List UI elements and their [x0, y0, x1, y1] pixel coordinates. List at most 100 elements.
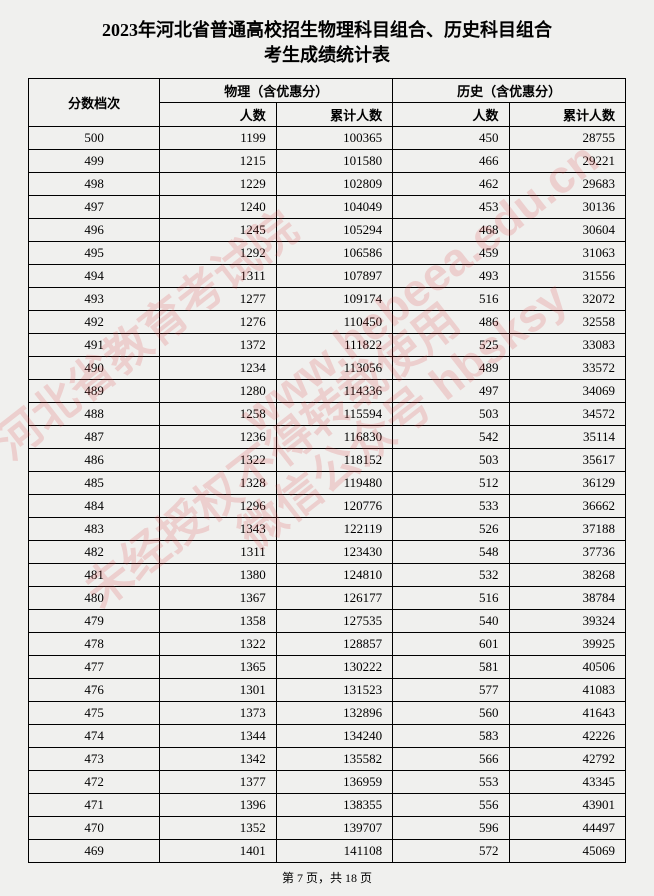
cell-physics-count: 1311: [160, 265, 276, 288]
cell-score: 473: [29, 748, 160, 771]
cell-score: 491: [29, 334, 160, 357]
cell-history-count: 601: [393, 633, 509, 656]
table-row: 497124010404945330136: [29, 196, 626, 219]
cell-history-count: 572: [393, 840, 509, 863]
cell-history-count: 581: [393, 656, 509, 679]
cell-history-cum: 42226: [509, 725, 625, 748]
cell-physics-count: 1377: [160, 771, 276, 794]
cell-physics-cum: 102809: [276, 173, 392, 196]
cell-history-cum: 41643: [509, 702, 625, 725]
cell-history-count: 516: [393, 288, 509, 311]
cell-history-count: 486: [393, 311, 509, 334]
cell-physics-cum: 120776: [276, 495, 392, 518]
cell-physics-count: 1199: [160, 127, 276, 150]
table-row: 482131112343054837736: [29, 541, 626, 564]
cell-history-cum: 42792: [509, 748, 625, 771]
table-row: 481138012481053238268: [29, 564, 626, 587]
cell-score: 475: [29, 702, 160, 725]
cell-score: 496: [29, 219, 160, 242]
table-row: 494131110789749331556: [29, 265, 626, 288]
cell-physics-count: 1258: [160, 403, 276, 426]
cell-physics-count: 1358: [160, 610, 276, 633]
cell-physics-cum: 123430: [276, 541, 392, 564]
cell-score: 499: [29, 150, 160, 173]
table-body: 5001199100365450287554991215101580466292…: [29, 127, 626, 863]
cell-physics-cum: 141108: [276, 840, 392, 863]
cell-physics-cum: 101580: [276, 150, 392, 173]
cell-history-count: 450: [393, 127, 509, 150]
cell-history-cum: 32072: [509, 288, 625, 311]
cell-history-count: 503: [393, 403, 509, 426]
cell-history-cum: 31063: [509, 242, 625, 265]
table-row: 471139613835555643901: [29, 794, 626, 817]
cell-score: 498: [29, 173, 160, 196]
table-row: 486132211815250335617: [29, 449, 626, 472]
cell-physics-cum: 116830: [276, 426, 392, 449]
cell-history-cum: 29683: [509, 173, 625, 196]
cell-history-cum: 39925: [509, 633, 625, 656]
cell-history-count: 526: [393, 518, 509, 541]
cell-history-count: 532: [393, 564, 509, 587]
cell-history-cum: 33572: [509, 357, 625, 380]
cell-physics-count: 1277: [160, 288, 276, 311]
cell-physics-count: 1367: [160, 587, 276, 610]
cell-score: 480: [29, 587, 160, 610]
cell-physics-cum: 105294: [276, 219, 392, 242]
table-row: 498122910280946229683: [29, 173, 626, 196]
cell-physics-cum: 118152: [276, 449, 392, 472]
table-header: 分数档次 物理（含优惠分） 历史（含优惠分） 人数 累计人数 人数 累计人数: [29, 79, 626, 127]
cell-history-count: 503: [393, 449, 509, 472]
cell-score: 486: [29, 449, 160, 472]
cell-history-count: 489: [393, 357, 509, 380]
table-row: 483134312211952637188: [29, 518, 626, 541]
cell-physics-cum: 122119: [276, 518, 392, 541]
cell-physics-count: 1301: [160, 679, 276, 702]
table-row: 478132212885760139925: [29, 633, 626, 656]
cell-physics-cum: 130222: [276, 656, 392, 679]
cell-physics-count: 1234: [160, 357, 276, 380]
cell-score: 488: [29, 403, 160, 426]
cell-history-count: 548: [393, 541, 509, 564]
cell-history-count: 553: [393, 771, 509, 794]
cell-history-count: 596: [393, 817, 509, 840]
cell-physics-count: 1296: [160, 495, 276, 518]
cell-physics-cum: 114336: [276, 380, 392, 403]
table-row: 500119910036545028755: [29, 127, 626, 150]
cell-history-count: 512: [393, 472, 509, 495]
cell-score: 493: [29, 288, 160, 311]
cell-history-count: 493: [393, 265, 509, 288]
cell-score: 471: [29, 794, 160, 817]
cell-physics-count: 1245: [160, 219, 276, 242]
title-line1: 2023年河北省普通高校招生物理科目组合、历史科目组合: [102, 20, 552, 40]
cell-history-cum: 31556: [509, 265, 625, 288]
cell-physics-count: 1344: [160, 725, 276, 748]
table-row: 470135213970759644497: [29, 817, 626, 840]
header-row-1: 分数档次 物理（含优惠分） 历史（含优惠分）: [29, 79, 626, 103]
cell-history-cum: 35114: [509, 426, 625, 449]
table-row: 476130113152357741083: [29, 679, 626, 702]
table-row: 480136712617751638784: [29, 587, 626, 610]
table-row: 488125811559450334572: [29, 403, 626, 426]
header-history: 历史（含优惠分）: [393, 79, 626, 103]
cell-score: 489: [29, 380, 160, 403]
cell-physics-cum: 126177: [276, 587, 392, 610]
table-row: 490123411305648933572: [29, 357, 626, 380]
cell-history-count: 533: [393, 495, 509, 518]
cell-history-count: 462: [393, 173, 509, 196]
cell-physics-count: 1276: [160, 311, 276, 334]
table-row: 473134213558256642792: [29, 748, 626, 771]
table-row: 487123611683054235114: [29, 426, 626, 449]
header-score: 分数档次: [29, 79, 160, 127]
cell-physics-cum: 139707: [276, 817, 392, 840]
cell-history-cum: 30604: [509, 219, 625, 242]
cell-score: 479: [29, 610, 160, 633]
cell-physics-cum: 136959: [276, 771, 392, 794]
cell-physics-cum: 127535: [276, 610, 392, 633]
cell-history-cum: 38784: [509, 587, 625, 610]
cell-physics-count: 1322: [160, 633, 276, 656]
cell-physics-count: 1292: [160, 242, 276, 265]
cell-score: 492: [29, 311, 160, 334]
cell-score: 487: [29, 426, 160, 449]
table-row: 474134413424058342226: [29, 725, 626, 748]
cell-history-count: 583: [393, 725, 509, 748]
